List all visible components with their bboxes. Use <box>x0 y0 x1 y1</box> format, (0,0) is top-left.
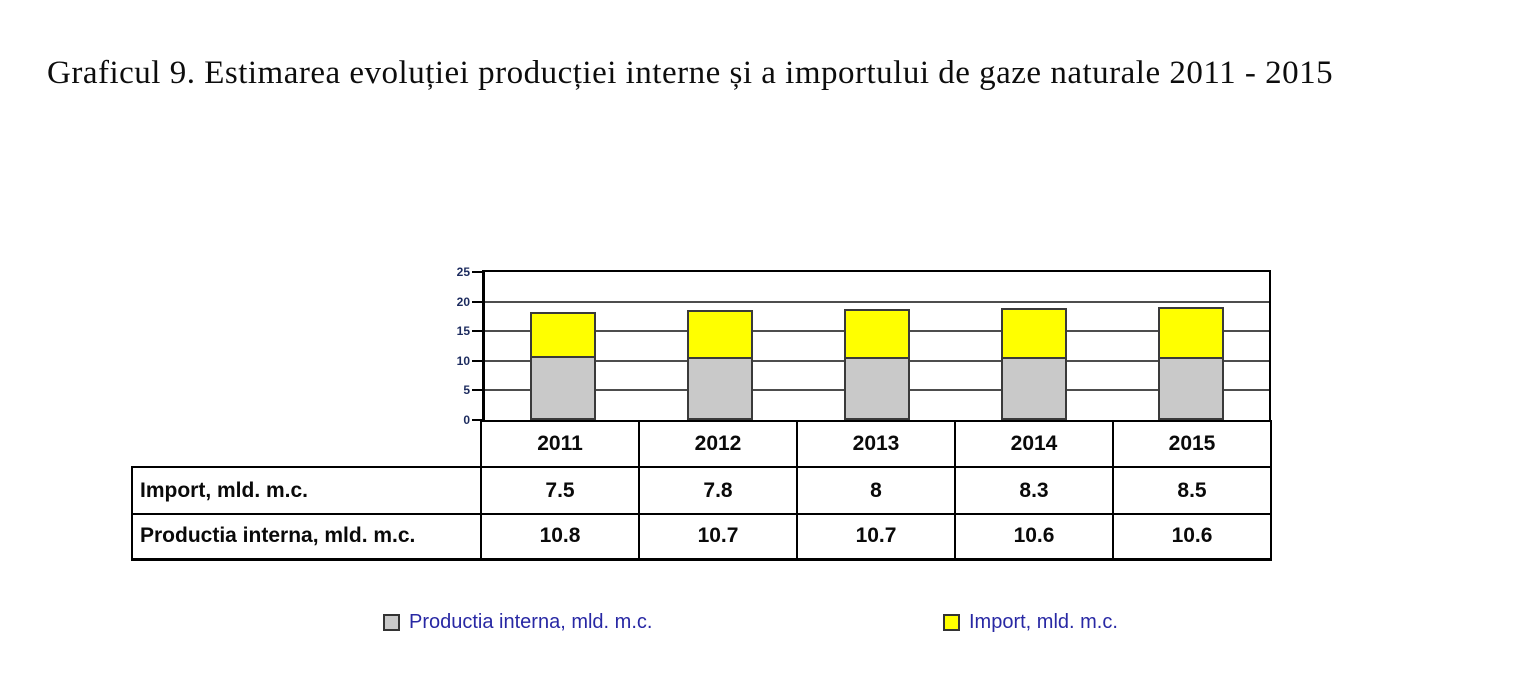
table-year-header: 2011 <box>480 420 640 468</box>
table-header-row: 2011 2012 2013 2014 2015 <box>132 420 1272 468</box>
table-value-cell: 8.3 <box>954 466 1114 515</box>
table-value-cell: 7.5 <box>480 466 640 515</box>
table-value-cell: 8 <box>796 466 956 515</box>
table-value-cell: 8.5 <box>1112 466 1272 515</box>
y-axis-tick-label: 0 <box>463 413 470 427</box>
y-axis-tick-mark <box>472 359 482 362</box>
table-value-cell: 10.8 <box>480 513 640 561</box>
legend-item: Productia interna, mld. m.c. <box>383 609 652 635</box>
bar-productia-interna-2011 <box>530 356 597 420</box>
y-axis-tick-label: 20 <box>456 294 470 309</box>
y-axis-tick-mark <box>472 419 482 421</box>
table-value-cell: 10.7 <box>638 513 798 561</box>
bar-import-2014 <box>1000 308 1067 360</box>
table-year-header: 2014 <box>954 420 1114 468</box>
bar-import-2013 <box>844 309 910 359</box>
legend-label: Import, mld. m.c. <box>969 611 1118 633</box>
bar-productia-interna-2014 <box>1000 357 1067 420</box>
bar-import-2015 <box>1157 306 1224 360</box>
table-value-cell: 7.8 <box>638 466 798 515</box>
y-axis-tick-mark <box>472 271 482 273</box>
chart-plot-area <box>482 270 1271 422</box>
y-axis-tick-mark <box>472 389 482 392</box>
legend-swatch-productia-icon <box>383 613 400 631</box>
table-row-label: Productia interna, mld. m.c. <box>131 513 482 561</box>
table-row: Productia interna, mld. m.c. 10.8 10.7 10.7… <box>131 513 1272 561</box>
gridline-y20 <box>485 300 1269 303</box>
bar-productia-interna-2012 <box>687 356 754 420</box>
y-axis-tick-label: 5 <box>463 383 470 398</box>
table-year-header: 2013 <box>796 420 956 468</box>
y-axis-tick-label: 10 <box>456 353 470 368</box>
table-year-header: 2012 <box>638 420 798 468</box>
y-axis-tick-label: 25 <box>456 265 470 279</box>
table-row-label: Import, mld. m.c. <box>131 466 482 515</box>
y-axis-tick-mark <box>472 300 482 303</box>
chart-legend: Productia interna, mld. m.c. Import, mld.… <box>0 603 1534 633</box>
table-row: Import, mld. m.c. 7.5 7.8 8 8.3 8.5 <box>131 466 1272 515</box>
y-axis-tick-mark <box>472 330 482 333</box>
table-spacer-cell <box>132 421 481 467</box>
table-value-cell: 10.6 <box>1112 513 1272 561</box>
legend-item: Import, mld. m.c. <box>943 609 1118 635</box>
bar-import-2011 <box>530 311 597 359</box>
bar-productia-interna-2015 <box>1157 357 1224 420</box>
page-title: Graficul 9. Estimarea evoluției producți… <box>47 55 1334 91</box>
legend-label: Productia interna, mld. m.c. <box>409 611 653 633</box>
y-axis-tick-label: 15 <box>456 324 470 339</box>
bar-import-2012 <box>687 310 754 359</box>
table-year-header: 2015 <box>1112 420 1272 468</box>
table-value-cell: 10.6 <box>954 513 1114 561</box>
legend-swatch-import-icon <box>943 613 960 631</box>
table-value-cell: 10.7 <box>796 513 956 561</box>
bar-productia-interna-2013 <box>844 356 910 420</box>
data-table: 2011 2012 2013 2014 2015 Import, mld. m.c. 7.5… <box>131 420 1272 561</box>
